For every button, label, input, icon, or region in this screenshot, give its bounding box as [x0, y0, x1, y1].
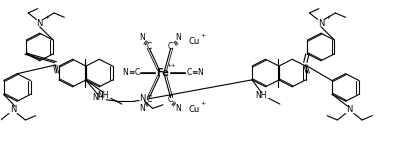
Text: C: C — [186, 68, 192, 77]
Text: +: + — [200, 33, 205, 38]
Text: ++: ++ — [166, 62, 176, 68]
Text: N: N — [176, 104, 181, 113]
Text: +: + — [200, 101, 205, 106]
Text: N: N — [318, 19, 324, 28]
Text: ≡: ≡ — [140, 37, 151, 48]
Text: NH: NH — [256, 91, 267, 100]
Text: N: N — [139, 94, 145, 103]
Text: Cu: Cu — [188, 37, 199, 46]
Text: C: C — [147, 94, 152, 104]
Text: C: C — [167, 42, 173, 52]
Text: C: C — [167, 94, 173, 104]
Text: N: N — [122, 68, 128, 77]
Text: ≡: ≡ — [128, 68, 134, 77]
Text: N: N — [346, 105, 353, 114]
Text: +: + — [326, 15, 331, 20]
Text: ≡: ≡ — [169, 37, 180, 48]
Text: N: N — [197, 68, 203, 77]
Text: ≡: ≡ — [191, 68, 198, 77]
Text: Fe: Fe — [157, 68, 169, 78]
Text: ≡: ≡ — [169, 98, 180, 109]
Text: NH: NH — [98, 91, 109, 100]
Text: +: + — [44, 15, 50, 20]
Text: N: N — [37, 19, 43, 28]
Text: C: C — [134, 68, 140, 77]
Text: N: N — [176, 33, 181, 42]
Text: Cu: Cu — [188, 105, 199, 114]
Text: C: C — [147, 42, 152, 52]
Text: N: N — [139, 104, 145, 113]
Text: N: N — [139, 33, 145, 42]
Text: NH: NH — [92, 93, 104, 102]
Text: N: N — [10, 105, 16, 114]
Text: ≡: ≡ — [140, 98, 151, 109]
